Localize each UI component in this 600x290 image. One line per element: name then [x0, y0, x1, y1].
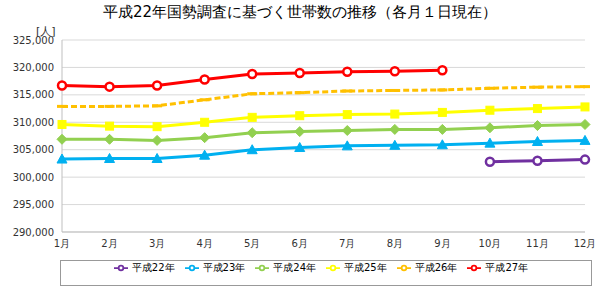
svg-text:290,000: 290,000	[13, 227, 54, 238]
svg-text:10月: 10月	[479, 238, 502, 249]
svg-text:8月: 8月	[387, 238, 403, 249]
svg-text:295,000: 295,000	[13, 199, 54, 210]
svg-text:1月: 1月	[54, 238, 70, 249]
svg-text:7月: 7月	[339, 238, 355, 249]
svg-text:315,000: 315,000	[13, 89, 54, 100]
svg-text:4月: 4月	[196, 238, 212, 249]
svg-text:305,000: 305,000	[13, 144, 54, 155]
svg-text:3月: 3月	[149, 238, 165, 249]
svg-text:300,000: 300,000	[13, 172, 54, 183]
svg-text:2月: 2月	[101, 238, 117, 249]
svg-text:320,000: 320,000	[13, 62, 54, 73]
html-text:[人]: [人]	[36, 25, 56, 38]
svg-text:325,000: 325,000	[13, 35, 54, 46]
svg-text:12月: 12月	[574, 238, 592, 249]
html-text:平成26年: 平成26年	[414, 262, 458, 273]
svg-text:11月: 11月	[526, 238, 549, 249]
svg-text:310,000: 310,000	[13, 117, 54, 128]
svg-text:6月: 6月	[292, 238, 308, 249]
html-text:平成22年国勢調査に基づく世帯数の推移（各月１日現在）: 平成22年国勢調査に基づく世帯数の推移（各月１日現在）	[103, 3, 497, 21]
html-text:平成22年: 平成22年	[131, 262, 175, 273]
svg-text:5月: 5月	[244, 238, 260, 249]
svg-text:9月: 9月	[434, 238, 450, 249]
html-text:平成27年: 平成27年	[485, 262, 529, 273]
html-text:平成23年: 平成23年	[202, 262, 246, 273]
html-text:平成25年: 平成25年	[344, 262, 387, 273]
html-text:平成24年: 平成24年	[273, 262, 316, 273]
